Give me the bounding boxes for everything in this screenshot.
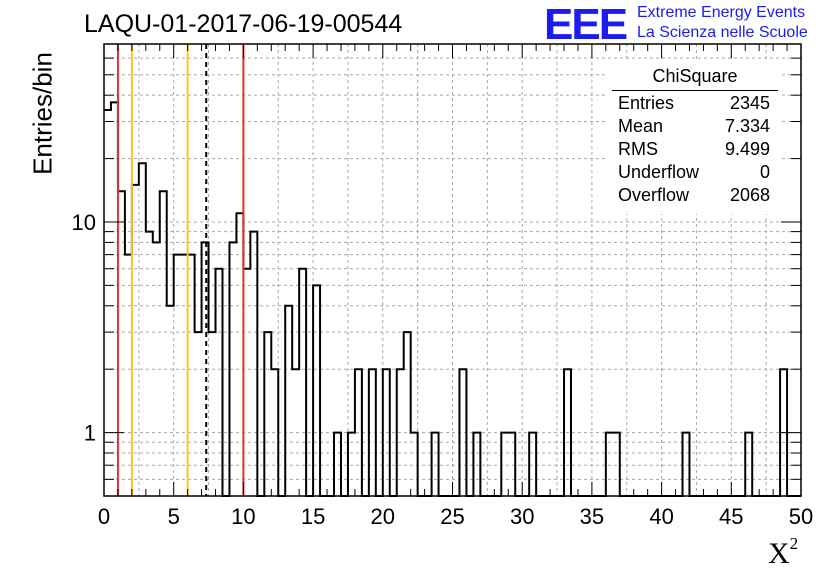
histogram-bin — [397, 369, 404, 496]
x-tick-label: 0 — [98, 504, 110, 529]
x-tick-label: 25 — [440, 504, 464, 529]
histogram-bin — [613, 433, 620, 496]
histogram-bin — [139, 163, 146, 496]
histogram-bin — [195, 332, 202, 496]
stats-title: ChiSquare — [652, 66, 738, 86]
stats-label: Underflow — [618, 162, 700, 182]
stats-value: 2345 — [729, 93, 770, 113]
histogram-bin — [236, 213, 243, 496]
histogram-bin — [299, 269, 306, 496]
y-tick-label: 1 — [84, 421, 96, 446]
y-tick-label: 10 — [72, 210, 96, 235]
histogram-bin — [459, 369, 466, 496]
histogram-bin — [355, 369, 362, 496]
x-axis-label-superscript: 2 — [789, 534, 799, 553]
histogram-bin — [606, 433, 613, 496]
stats-label: RMS — [618, 139, 658, 159]
histogram-bin — [369, 369, 376, 496]
histogram-bin — [229, 242, 236, 496]
stats-row-mean: Mean 7.334 — [612, 115, 778, 138]
x-tick-label: 10 — [231, 504, 255, 529]
stats-value: 9.499 — [724, 139, 770, 159]
histogram-bin — [209, 332, 216, 496]
x-tick-label: 5 — [168, 504, 180, 529]
histogram-bin — [564, 369, 571, 496]
histogram-bin — [188, 255, 195, 496]
stats-row-underflow: Underflow 0 — [612, 161, 778, 184]
histogram-bin — [181, 255, 188, 496]
histogram-bin — [167, 306, 174, 496]
histogram-bin — [111, 102, 118, 496]
histogram-bin — [160, 191, 167, 496]
x-axis-label-symbol: X — [768, 537, 790, 570]
histogram-bin — [348, 433, 355, 496]
histogram-bin — [202, 242, 209, 496]
histogram-bin — [411, 433, 418, 496]
stats-label: Overflow — [618, 185, 690, 205]
stats-value: 7.334 — [724, 116, 770, 136]
histogram-bin — [745, 433, 752, 496]
y-axis-label: Entries/bin — [27, 52, 58, 175]
stats-box: ChiSquare Entries 2345 Mean 7.334 RMS 9.… — [612, 66, 778, 207]
histogram-bin — [153, 242, 160, 496]
stats-label: Mean — [618, 116, 664, 136]
x-axis-label: X2 — [768, 534, 798, 571]
histogram-bin — [383, 369, 390, 496]
histogram-bin — [292, 369, 299, 496]
histogram-bin — [216, 269, 223, 496]
histogram-bin — [404, 332, 411, 496]
stats-box-background — [608, 62, 782, 214]
stats-label: Entries — [618, 93, 675, 113]
histogram-bin — [146, 232, 153, 496]
histogram-bin — [118, 191, 125, 496]
x-tick-label: 15 — [301, 504, 325, 529]
x-tick-label: 20 — [371, 504, 395, 529]
histogram-bin — [473, 433, 480, 496]
histogram-bin — [683, 433, 690, 496]
histogram-bin — [313, 285, 320, 496]
histogram-bin — [250, 232, 257, 496]
logo-text-line2: La Scienza nelle Scuole — [637, 24, 808, 41]
chart-title: LAQU-01-2017-06-19-00544 — [84, 10, 403, 38]
stats-row-rms: RMS 9.499 — [612, 138, 778, 161]
x-tick-label: 45 — [719, 504, 743, 529]
histogram-bin — [271, 369, 278, 496]
histogram-bin — [529, 433, 536, 496]
histogram-bin — [508, 433, 515, 496]
stats-row-overflow: Overflow 2068 — [612, 184, 778, 207]
histogram-bin — [243, 269, 250, 496]
histogram-bin — [264, 332, 271, 496]
logo-text-line1: Extreme Energy Events — [637, 4, 806, 21]
histogram-bin — [285, 306, 292, 496]
histogram-bin — [104, 110, 111, 496]
histogram-bin — [125, 255, 132, 496]
histogram-bin — [501, 433, 508, 496]
x-tick-label: 30 — [510, 504, 534, 529]
stats-value: 2068 — [729, 185, 770, 205]
histogram-bin — [432, 433, 439, 496]
stats-row-entries: Entries 2345 — [612, 92, 778, 115]
x-tick-label: 35 — [580, 504, 604, 529]
stats-value: 0 — [759, 162, 770, 182]
eee-logo: EEE — [544, 0, 628, 49]
histogram-bin — [174, 255, 181, 496]
histogram-bin — [132, 185, 139, 496]
histogram-bin — [334, 433, 341, 496]
x-tick-label: 50 — [789, 504, 813, 529]
stats-divider — [612, 90, 778, 91]
x-tick-label: 40 — [649, 504, 673, 529]
